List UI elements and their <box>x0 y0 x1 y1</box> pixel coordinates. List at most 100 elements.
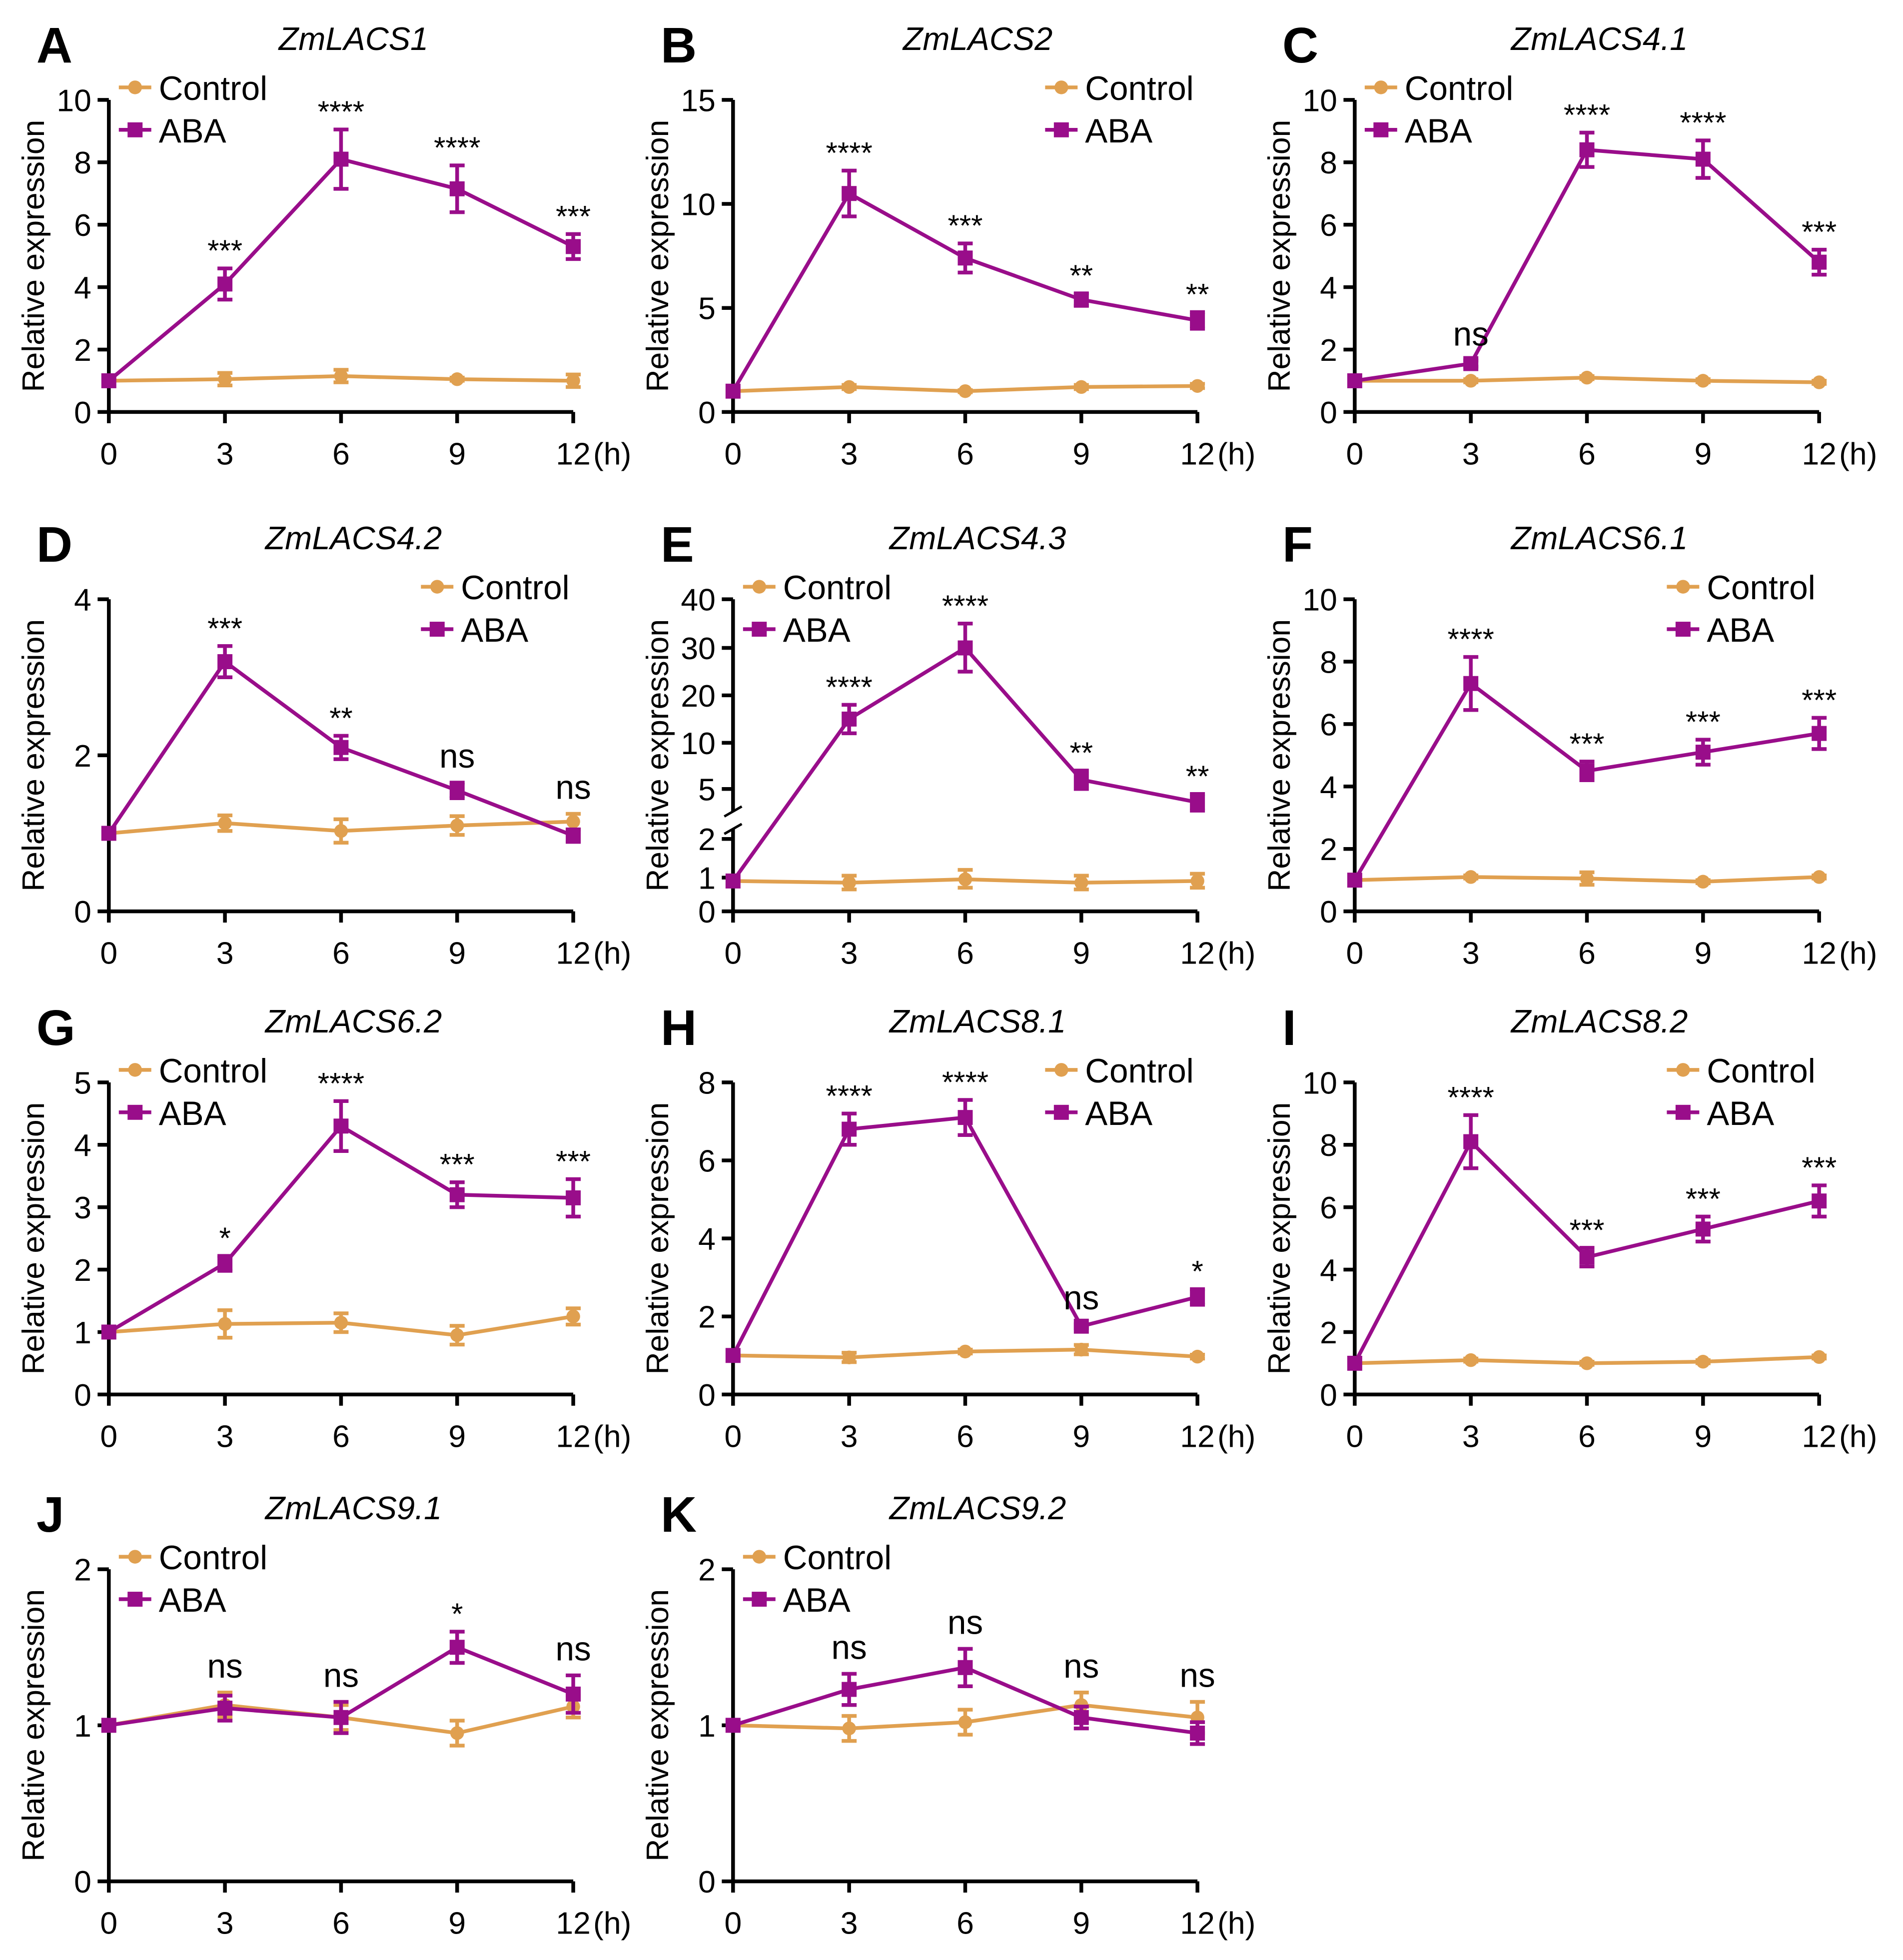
legend-marker <box>752 622 767 637</box>
legend-marker <box>1675 622 1691 637</box>
data-point <box>1580 872 1594 886</box>
x-tick-label: 6 <box>1578 436 1596 471</box>
series-control <box>1348 870 1827 889</box>
significance-label: *** <box>1570 727 1605 761</box>
significance-label: *** <box>207 234 242 267</box>
legend-label: Control <box>1707 569 1815 607</box>
panel-C: C ZmLACS4.1 0 2 4 6 8 10 0 3 6 9 12 (h) Relative expre… <box>1262 18 1877 471</box>
y-axis-label: Relative expression <box>1262 120 1297 392</box>
x-tick-label: 12 <box>1802 1419 1836 1454</box>
panel-title: ZmLACS6.1 <box>1510 520 1688 556</box>
data-point <box>566 815 580 829</box>
legend: Control ABA <box>743 569 892 649</box>
legend-marker <box>1053 122 1069 137</box>
data-point <box>1190 1289 1205 1305</box>
x-tick-label: 0 <box>100 936 117 971</box>
y-axis-label: Relative expression <box>16 619 51 892</box>
data-point <box>1074 380 1088 394</box>
significance-label: ** <box>1069 736 1093 770</box>
panel-letter: I <box>1282 1000 1296 1056</box>
x-tick-label: 6 <box>1578 936 1596 971</box>
data-point <box>1696 1355 1710 1369</box>
series-aba <box>101 644 581 844</box>
data-point <box>1463 356 1479 371</box>
significance-label: *** <box>207 612 242 645</box>
significance-label: ns <box>439 738 475 775</box>
series-line <box>107 157 574 382</box>
legend: Control ABA <box>743 1539 892 1619</box>
data-point <box>958 384 972 398</box>
legend-label: Control <box>1085 1052 1193 1090</box>
y-tick-label: 6 <box>1320 208 1337 243</box>
y-tick-label: 0 <box>698 895 716 930</box>
significance-label: * <box>219 1221 230 1255</box>
significance-label: **** <box>1448 1080 1494 1114</box>
y-tick-label: 6 <box>74 208 91 243</box>
data-point <box>217 1701 233 1716</box>
y-tick-label: 2 <box>1320 1315 1337 1350</box>
data-point <box>1579 142 1595 157</box>
data-point <box>333 1118 349 1134</box>
legend-label: ABA <box>159 1095 226 1132</box>
x-tick-label: 9 <box>1072 936 1090 971</box>
legend-label: ABA <box>783 1582 851 1619</box>
significance-label: *** <box>556 1144 591 1178</box>
x-tick-label: 0 <box>724 1419 742 1454</box>
panel-letter: D <box>36 517 72 573</box>
legend-marker <box>128 1063 142 1077</box>
data-point <box>1812 254 1827 270</box>
y-tick-label: 4 <box>1320 270 1337 305</box>
x-tick-label: 0 <box>100 1419 117 1454</box>
legend-marker <box>429 622 445 637</box>
y-tick-label: 0 <box>698 1378 716 1413</box>
significance-label: ns <box>1180 1657 1215 1695</box>
y-tick-label: 10 <box>681 726 715 761</box>
data-point <box>1190 795 1205 810</box>
y-axis-label: Relative expression <box>16 120 51 392</box>
panel-letter: A <box>36 18 72 73</box>
data-point <box>101 826 116 841</box>
legend-marker <box>128 1550 142 1564</box>
data-point <box>1464 870 1478 884</box>
panel-A: A ZmLACS1 0 2 4 6 8 10 0 3 6 9 12 (h) Relative express… <box>16 18 631 471</box>
x-tick-label: 9 <box>448 1419 466 1454</box>
x-tick-label: 3 <box>841 436 858 471</box>
data-point <box>218 372 232 386</box>
panel-title: ZmLACS2 <box>902 20 1053 57</box>
x-unit-label: (h) <box>593 436 631 471</box>
axis-break-mark <box>724 823 743 835</box>
panel-letter: C <box>1282 18 1318 73</box>
legend-label: Control <box>159 1539 267 1577</box>
y-tick-label: 0 <box>698 1865 716 1900</box>
legend: Control ABA <box>1045 70 1194 150</box>
data-point <box>218 1317 232 1331</box>
y-tick-label: 10 <box>1302 1065 1337 1100</box>
y-tick-label: 0 <box>1320 895 1337 930</box>
data-point <box>566 1686 581 1702</box>
legend: Control ABA <box>118 1539 267 1619</box>
data-point <box>1073 772 1089 788</box>
legend-label: Control <box>159 1052 267 1090</box>
y-axis-label: Relative expression <box>1262 1102 1297 1375</box>
data-point <box>1073 1318 1089 1334</box>
y-tick-label: 0 <box>74 395 91 430</box>
y-tick-label: 2 <box>74 333 91 368</box>
y-tick-label: 8 <box>698 1065 716 1100</box>
x-tick-label: 12 <box>1180 436 1214 471</box>
data-point <box>1464 1353 1478 1367</box>
data-point <box>450 819 464 833</box>
x-tick-label: 6 <box>956 436 974 471</box>
legend-marker <box>1054 1063 1068 1077</box>
x-unit-label: (h) <box>593 1906 631 1941</box>
significance-label: *** <box>440 1148 475 1181</box>
significance-label: **** <box>826 136 873 169</box>
x-tick-label: 9 <box>448 1906 466 1941</box>
data-point <box>1812 375 1826 389</box>
y-tick-label: 0 <box>74 1865 91 1900</box>
legend-marker <box>127 1592 143 1607</box>
x-tick-label: 12 <box>556 1419 590 1454</box>
y-tick-label: 2 <box>1320 832 1337 867</box>
data-point <box>1074 1342 1088 1357</box>
x-unit-label: (h) <box>593 1419 631 1454</box>
